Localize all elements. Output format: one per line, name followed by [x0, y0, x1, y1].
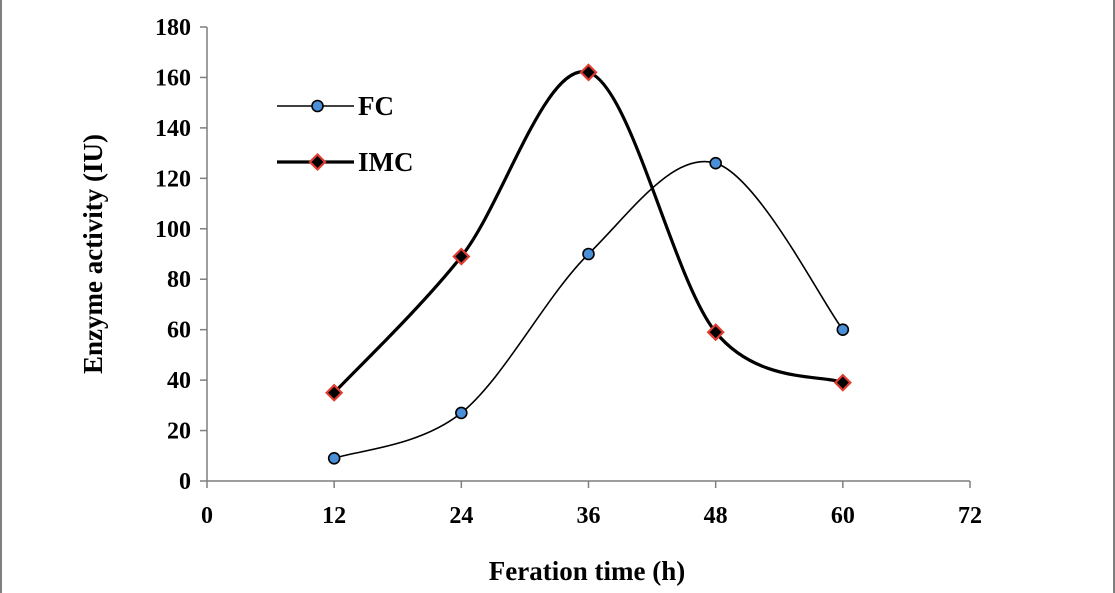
- y-tick-label: 100: [155, 217, 191, 243]
- legend-marker: [308, 152, 327, 172]
- data-point-imc: [325, 383, 344, 402]
- series-line-fc: [333, 160, 844, 460]
- legend-entry-fc: FC: [277, 91, 394, 121]
- y-tick-label: 40: [167, 368, 191, 394]
- x-tick-label: 36: [577, 503, 601, 529]
- y-tick-label: 160: [155, 65, 191, 91]
- tick-labels: 0 20 40 60 80 100 120 140 160 180 0 12 24 36 48 60 72: [155, 15, 982, 529]
- data-point-imc: [579, 63, 598, 82]
- series-imc: [325, 63, 852, 402]
- data-point-imc: [833, 373, 852, 392]
- data-point-imc: [452, 247, 471, 266]
- data-point-fc: [709, 156, 722, 170]
- x-tick-label: 12: [322, 503, 346, 529]
- y-tick-label: 120: [155, 166, 191, 192]
- data-point-fc: [327, 451, 341, 465]
- y-tick-label: 80: [167, 267, 191, 293]
- x-tick-label: 60: [831, 503, 855, 529]
- y-axis-title: Enzyme activity (IU): [78, 134, 108, 374]
- x-axis-title: Feration time (h): [489, 556, 685, 586]
- legend: FC IMC: [277, 91, 414, 177]
- x-tick-label: 48: [704, 503, 728, 529]
- x-tick-label: 0: [201, 503, 213, 529]
- legend-label: IMC: [358, 147, 414, 177]
- series-fc: [327, 156, 850, 465]
- y-tick-label: 140: [155, 116, 191, 142]
- data-point-fc: [836, 323, 850, 336]
- legend-marker: [311, 99, 324, 113]
- data-point-imc: [706, 323, 725, 342]
- data-point-fc: [455, 406, 468, 420]
- y-tick-label: 20: [167, 419, 191, 445]
- x-tick-label: 24: [449, 503, 473, 529]
- series-line-imc: [332, 70, 844, 394]
- series-layer: [325, 63, 852, 465]
- data-point-fc: [582, 247, 595, 261]
- axes: [200, 26, 971, 488]
- x-tick-label: 72: [958, 503, 982, 529]
- y-tick-label: 0: [179, 469, 191, 495]
- legend-label: FC: [358, 91, 394, 121]
- y-tick-label: 60: [167, 318, 191, 344]
- y-tick-label: 180: [155, 15, 191, 41]
- legend-entry-imc: IMC: [277, 147, 414, 177]
